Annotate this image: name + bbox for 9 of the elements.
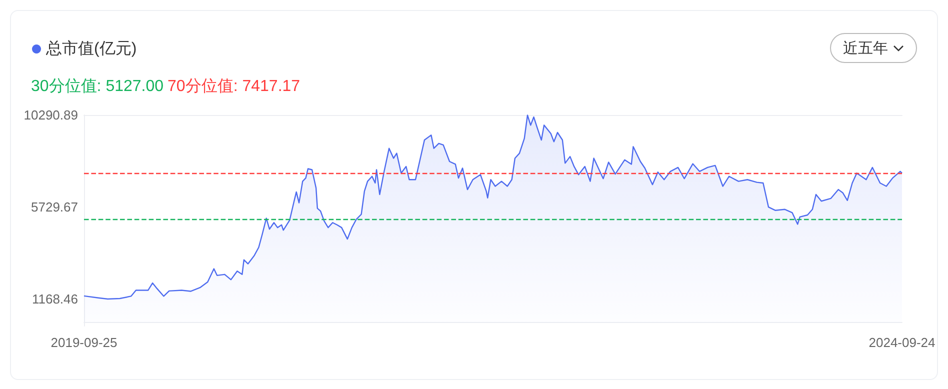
- x-tick-label: 2024-09-24: [868, 335, 936, 350]
- legend-label: 总市值(亿元): [45, 40, 137, 58]
- y-tick-label: 10290.89: [24, 108, 78, 123]
- y-tick-label: 1168.46: [32, 292, 78, 307]
- ref-line-label: 70分位值: 7417.17: [168, 78, 300, 95]
- ref-line-label: 30分位值: 5127.00: [31, 78, 164, 95]
- x-tick-label: 2019-09-25: [50, 335, 118, 350]
- period-dropdown: 近五年: [830, 33, 917, 63]
- y-tick-label: 5729.67: [31, 200, 78, 215]
